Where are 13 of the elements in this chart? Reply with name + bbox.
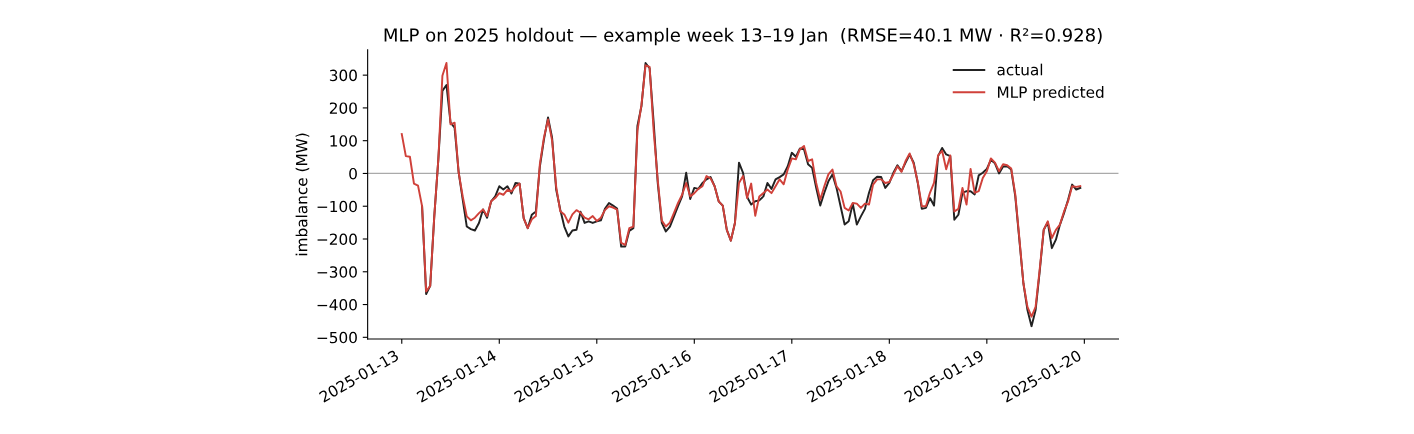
y-tick-label: −300 [317,266,357,278]
y-tick-label: −100 [317,200,357,213]
y-tick-label: −500 [317,331,357,344]
y-tick-label: 300 [329,69,357,82]
legend-label: actual [997,63,1043,76]
y-tick-label: −400 [317,299,357,311]
y-axis-title: imbalance (MW) [295,133,310,256]
y-tick-label: 0 [349,167,357,180]
y-tick-label: −200 [317,233,357,246]
y-tick-label: 100 [330,135,357,147]
chart-title: MLP on 2025 holdout — example week 13–19 Jan (RMSE=40.1 MW · R²=0.928) [384,27,1102,46]
legend-label: MLP predicted [997,86,1104,101]
y-tick-label: 200 [329,102,357,114]
